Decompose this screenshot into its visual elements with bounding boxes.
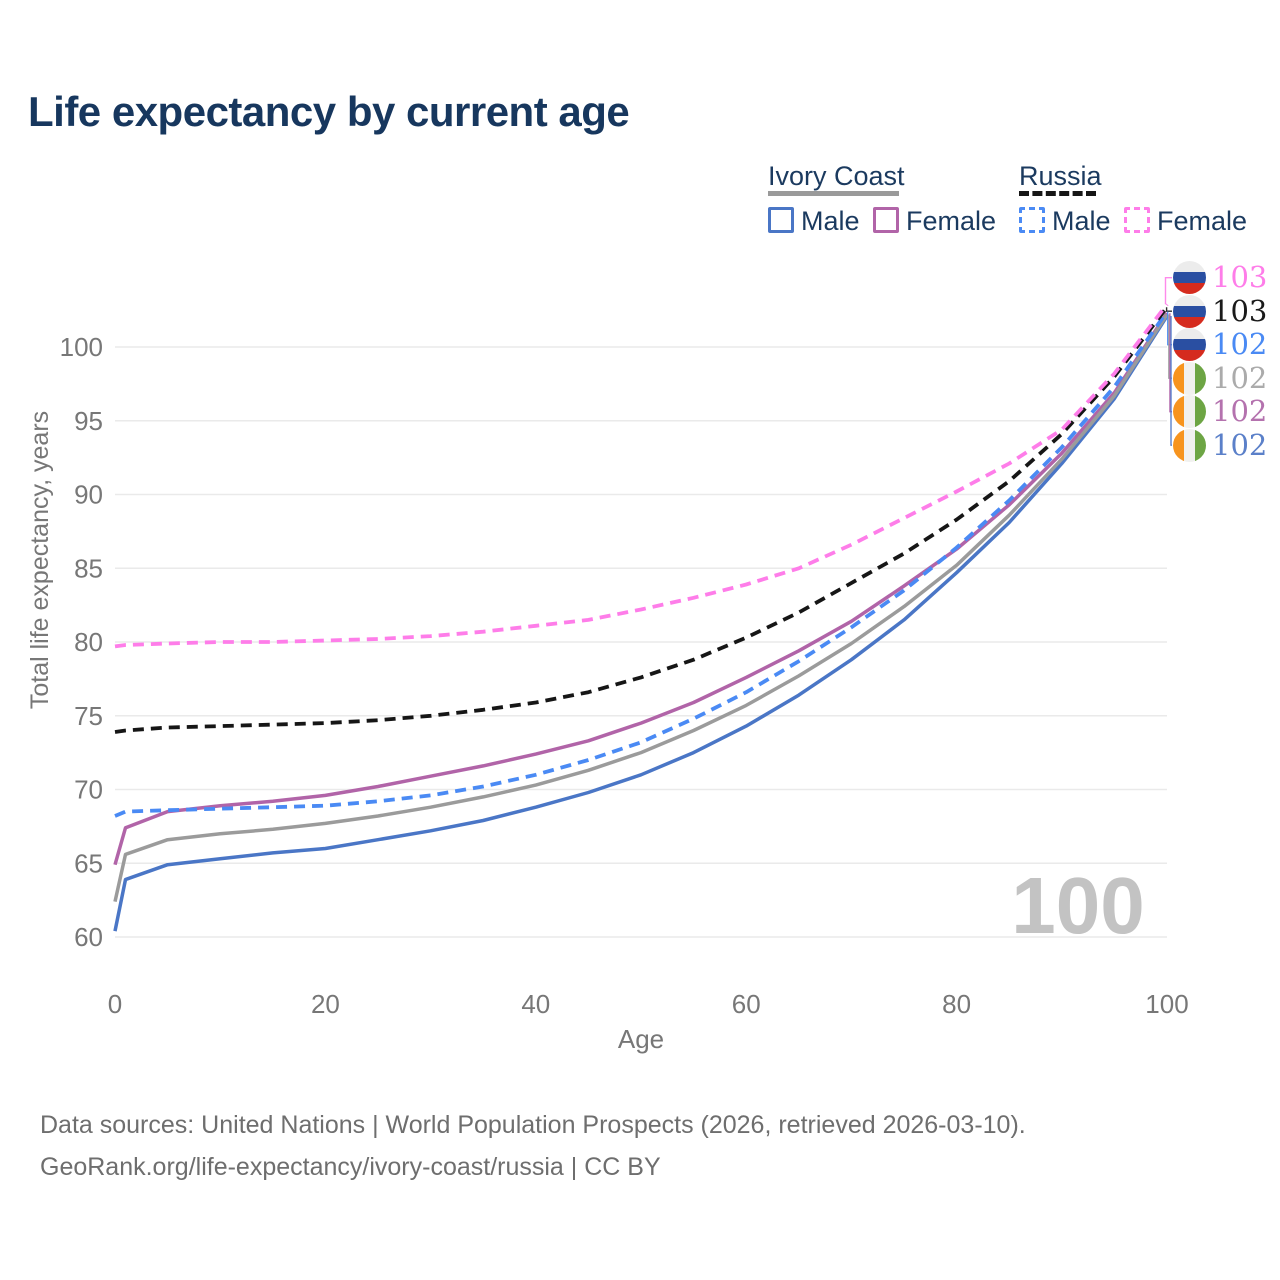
end-label-value: 102 — [1212, 394, 1268, 429]
end-label-row-ivory-coast-female: 102 — [1173, 395, 1267, 429]
age-counter-watermark: 100 — [1011, 861, 1145, 950]
x-tick-label: 40 — [521, 989, 550, 1019]
end-label-value: 102 — [1212, 327, 1268, 362]
series-line-russia-female — [114, 303, 1169, 649]
legend-checkbox-russia-male[interactable] — [1019, 207, 1045, 233]
ivory-coast-flag-icon — [1173, 361, 1206, 395]
end-label-row-ivory-coast-total: 102 — [1173, 361, 1267, 395]
y-tick-label: 80 — [74, 627, 103, 657]
ivory-coast-flag-icon — [1173, 428, 1206, 462]
gridlines — [115, 346, 1167, 938]
end-label-row-russia-male: 102 — [1173, 328, 1267, 362]
page-title: Life expectancy by current age — [28, 88, 630, 135]
legend-label-ivory-coast-female[interactable]: Female — [906, 206, 997, 236]
y-tick-label: 75 — [74, 701, 103, 731]
legend-checkbox-ivory-coast-female[interactable] — [873, 207, 899, 233]
series-line-russia-male — [114, 310, 1169, 818]
leader-line-russia-female — [1164, 277, 1172, 305]
y-tick-label: 65 — [74, 848, 103, 878]
legend-label-ivory-coast-male[interactable]: Male — [801, 206, 860, 236]
legend-underline-dashed — [1019, 191, 1096, 196]
leader-line-russia-total — [1165, 307, 1172, 312]
x-tick-label: 60 — [732, 989, 761, 1019]
end-label-row-russia-total: 103 — [1173, 294, 1267, 328]
y-tick-label: 95 — [74, 406, 103, 436]
end-label-value: 102 — [1212, 360, 1268, 395]
end-label-value: 102 — [1212, 427, 1268, 462]
y-tick-label: 90 — [74, 480, 103, 510]
legend-label-russia-male[interactable]: Male — [1052, 206, 1111, 236]
y-axis-title: Total life expectancy, years — [26, 411, 54, 709]
legend-checkbox-russia-female[interactable] — [1124, 207, 1150, 233]
x-tick-label: 80 — [942, 989, 971, 1019]
russia-flag-icon — [1173, 328, 1206, 362]
footer-line-attribution: GeoRank.org/life-expectancy/ivory-coast/… — [40, 1153, 661, 1181]
end-label-row-russia-female: 103 — [1173, 261, 1267, 295]
russia-flag-icon — [1173, 294, 1206, 328]
series-line-ivory-coast-male — [113, 315, 1169, 932]
y-tick-label: 100 — [60, 332, 103, 362]
y-axis-ticks: 60 65 70 75 80 85 90 95 100 — [60, 332, 103, 952]
legend-group-russia: Russia — [1019, 161, 1102, 191]
x-tick-label: 100 — [1145, 989, 1188, 1019]
end-label-value: 103 — [1212, 260, 1268, 295]
footer: Data sources: United Nations | World Pop… — [40, 1104, 1026, 1188]
x-tick-label: 20 — [311, 989, 340, 1019]
series-line-russia-total — [114, 306, 1169, 734]
y-tick-label: 70 — [74, 775, 103, 805]
x-axis-ticks: 0 20 40 60 80 100 — [108, 989, 1189, 1019]
legend-label-russia-female[interactable]: Female — [1157, 206, 1248, 236]
x-tick-label: 0 — [108, 989, 122, 1019]
russia-flag-icon — [1173, 261, 1206, 295]
legend-checkbox-ivory-coast-male[interactable] — [768, 207, 794, 233]
series-line-ivory-coast-total — [113, 313, 1169, 902]
footer-line-sources: Data sources: United Nations | World Pop… — [40, 1111, 1026, 1139]
leader-line-ivory-coast-male — [1170, 316, 1172, 446]
legend-underline-solid — [768, 191, 899, 196]
x-axis-title: Age — [618, 1024, 664, 1054]
y-tick-label: 85 — [74, 553, 103, 583]
end-label-row-ivory-coast-male: 102 — [1173, 428, 1267, 462]
y-tick-label: 60 — [74, 922, 103, 952]
legend-group-ivory-coast: Ivory Coast — [768, 161, 905, 191]
ivory-coast-flag-icon — [1173, 395, 1206, 429]
end-label-value: 103 — [1212, 293, 1268, 328]
series-line-ivory-coast-female — [113, 312, 1169, 866]
